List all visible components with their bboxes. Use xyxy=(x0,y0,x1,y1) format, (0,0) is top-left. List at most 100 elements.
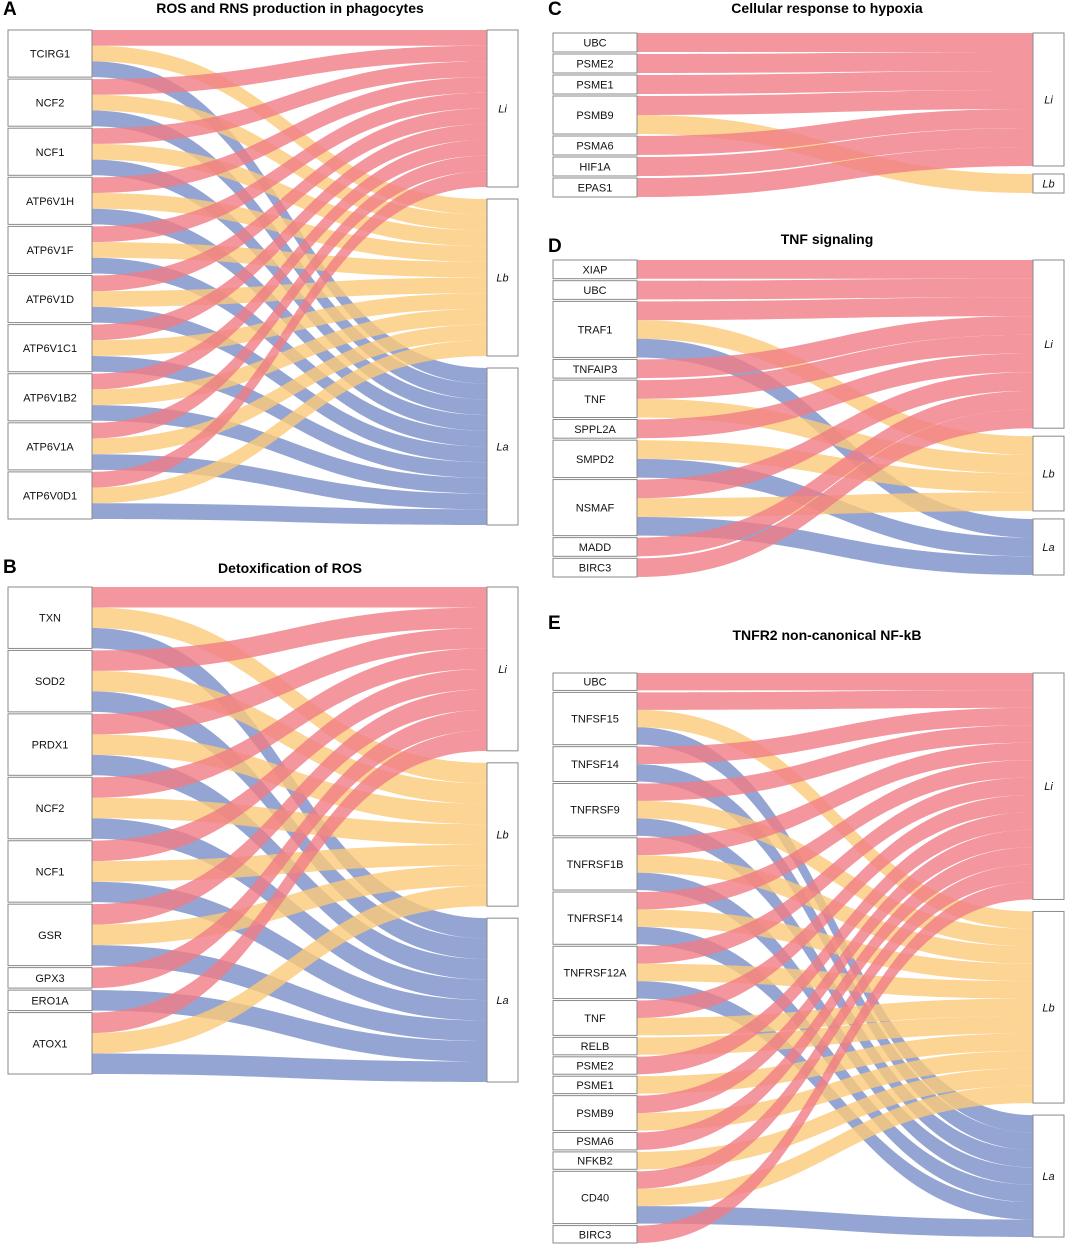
flow-layer xyxy=(637,673,1033,1243)
source-label: EPAS1 xyxy=(578,183,613,195)
panel-label: E xyxy=(548,613,561,634)
flow-sod2-lb xyxy=(92,670,487,804)
flow-cd40-la xyxy=(637,1206,1033,1237)
source-label: ATP6V1H xyxy=(26,196,74,208)
source-label: PSMB9 xyxy=(576,110,613,122)
flow-psme2-li xyxy=(637,52,1033,73)
source-label: BIRC3 xyxy=(579,563,611,575)
source-label: NSMAF xyxy=(576,503,615,515)
source-node-cd40 xyxy=(552,1170,638,1225)
source-label: NCF2 xyxy=(36,803,65,815)
source-node-gsr xyxy=(7,903,93,967)
target-label: La xyxy=(1042,1171,1054,1183)
target-label: Lb xyxy=(496,830,508,842)
source-label: TRAF1 xyxy=(578,324,613,336)
source-node-atp6v1b2 xyxy=(7,373,93,422)
flow-atp6v1a-la xyxy=(92,454,487,510)
target-node-lb xyxy=(486,198,519,357)
node-layer: TCIRG1 NCF2 NCF1 ATP6V1H ATP6V1F ATP6V1D ATP6V… xyxy=(7,29,519,526)
source-label: TNFSF15 xyxy=(571,714,619,726)
source-label: SMPD2 xyxy=(576,454,614,466)
source-node-tnf xyxy=(552,379,638,418)
target-label: Li xyxy=(498,104,507,116)
target-node-li xyxy=(486,29,519,188)
source-node-psma6 xyxy=(552,135,638,156)
source-label: CD40 xyxy=(581,1192,609,1204)
source-node-gpx3 xyxy=(7,967,93,989)
flow-sod2-li xyxy=(92,607,487,671)
source-label: NCF1 xyxy=(36,866,65,878)
flow-tnfsf15-li xyxy=(637,690,1033,710)
target-label: Lb xyxy=(1042,179,1054,191)
flow-atp6v1h-li xyxy=(92,77,487,193)
flow-ubc-li xyxy=(637,33,1033,52)
source-label: PSMB9 xyxy=(576,1108,613,1120)
flow-gsr-lb xyxy=(92,865,487,946)
flow-psme1-li xyxy=(637,71,1033,94)
source-label: UBC xyxy=(583,38,606,50)
source-label: BIRC3 xyxy=(579,1229,611,1241)
target-label: La xyxy=(496,995,508,1007)
source-label: GSR xyxy=(38,930,62,942)
flow-tnfsf14-li xyxy=(637,707,1033,765)
source-node-tnf xyxy=(552,1000,638,1036)
flow-ubc-li xyxy=(637,673,1033,691)
flow-birc3-li xyxy=(637,409,1033,577)
source-label: ATP6V1D xyxy=(26,294,74,306)
flow-txn-lb xyxy=(92,607,487,784)
flow-layer xyxy=(637,260,1033,577)
flow-tnfrsf9-li xyxy=(637,725,1033,801)
panel-title: Detoxification of ROS xyxy=(218,560,362,576)
source-node-atp6v1h xyxy=(7,176,93,225)
source-label: TNFSF14 xyxy=(571,759,619,771)
flow-psmb9-li xyxy=(637,829,1033,1114)
source-node-ubc xyxy=(552,672,638,691)
source-node-tnfrsf14 xyxy=(552,891,638,945)
flow-tnfaip3-li xyxy=(637,316,1033,379)
flow-ncf2-li xyxy=(92,45,487,95)
source-label: TNFRSF9 xyxy=(570,805,620,817)
flow-gsr-la xyxy=(92,945,487,1042)
flow-ncf2-lb xyxy=(92,797,487,845)
target-node-li xyxy=(1032,32,1065,167)
flow-psma6-li xyxy=(637,847,1033,1150)
flow-tnf-li xyxy=(637,794,1033,1018)
flow-atp6v1a-li xyxy=(92,155,487,439)
source-node-atp6v0d1 xyxy=(7,471,93,520)
panel-title: TNFR2 non-canonical NF-kB xyxy=(732,627,921,643)
source-label: ATP6V0D1 xyxy=(23,490,77,502)
source-node-ncf2 xyxy=(7,78,93,127)
source-label: XIAP xyxy=(582,264,607,276)
source-label: PRDX1 xyxy=(32,740,69,752)
source-node-psmb9 xyxy=(552,95,638,135)
source-label: SPPL2A xyxy=(574,424,616,436)
source-label: PSME1 xyxy=(576,1080,613,1092)
flow-psme2-li xyxy=(637,812,1033,1075)
target-label: Li xyxy=(498,664,507,676)
source-node-prdx1 xyxy=(7,713,93,776)
target-label: Li xyxy=(1044,95,1053,107)
source-label: PSME2 xyxy=(576,59,613,71)
flow-tnf-lb xyxy=(637,998,1033,1036)
source-node-tnfrsf1b xyxy=(552,837,638,891)
target-node-li xyxy=(1032,259,1065,429)
flow-tcirg1-li xyxy=(92,30,487,46)
flow-atox1-lb xyxy=(92,885,487,1054)
flow-birc3-li xyxy=(637,882,1033,1243)
panel-label: A xyxy=(3,0,17,20)
source-label: NCF2 xyxy=(36,98,65,110)
source-node-tcirg1 xyxy=(7,29,93,78)
panel-e: E TNFR2 non-canonical NF-kB UBC TNFSF15 TN… xyxy=(548,613,1065,1244)
flow-ncf1-li xyxy=(92,61,487,144)
flow-atox1-li xyxy=(92,730,487,1034)
source-node-xiap xyxy=(552,259,638,280)
flow-atp6v0d1-lb xyxy=(92,340,487,504)
source-node-birc3 xyxy=(552,557,638,578)
source-label: SOD2 xyxy=(35,676,65,688)
target-label: La xyxy=(496,442,508,454)
target-label: Lb xyxy=(1042,469,1054,481)
flow-cd40-lb xyxy=(637,1085,1033,1207)
source-label: ATP6V1B2 xyxy=(23,392,77,404)
source-node-psme2 xyxy=(552,1056,638,1075)
target-node-la xyxy=(1032,1114,1065,1238)
